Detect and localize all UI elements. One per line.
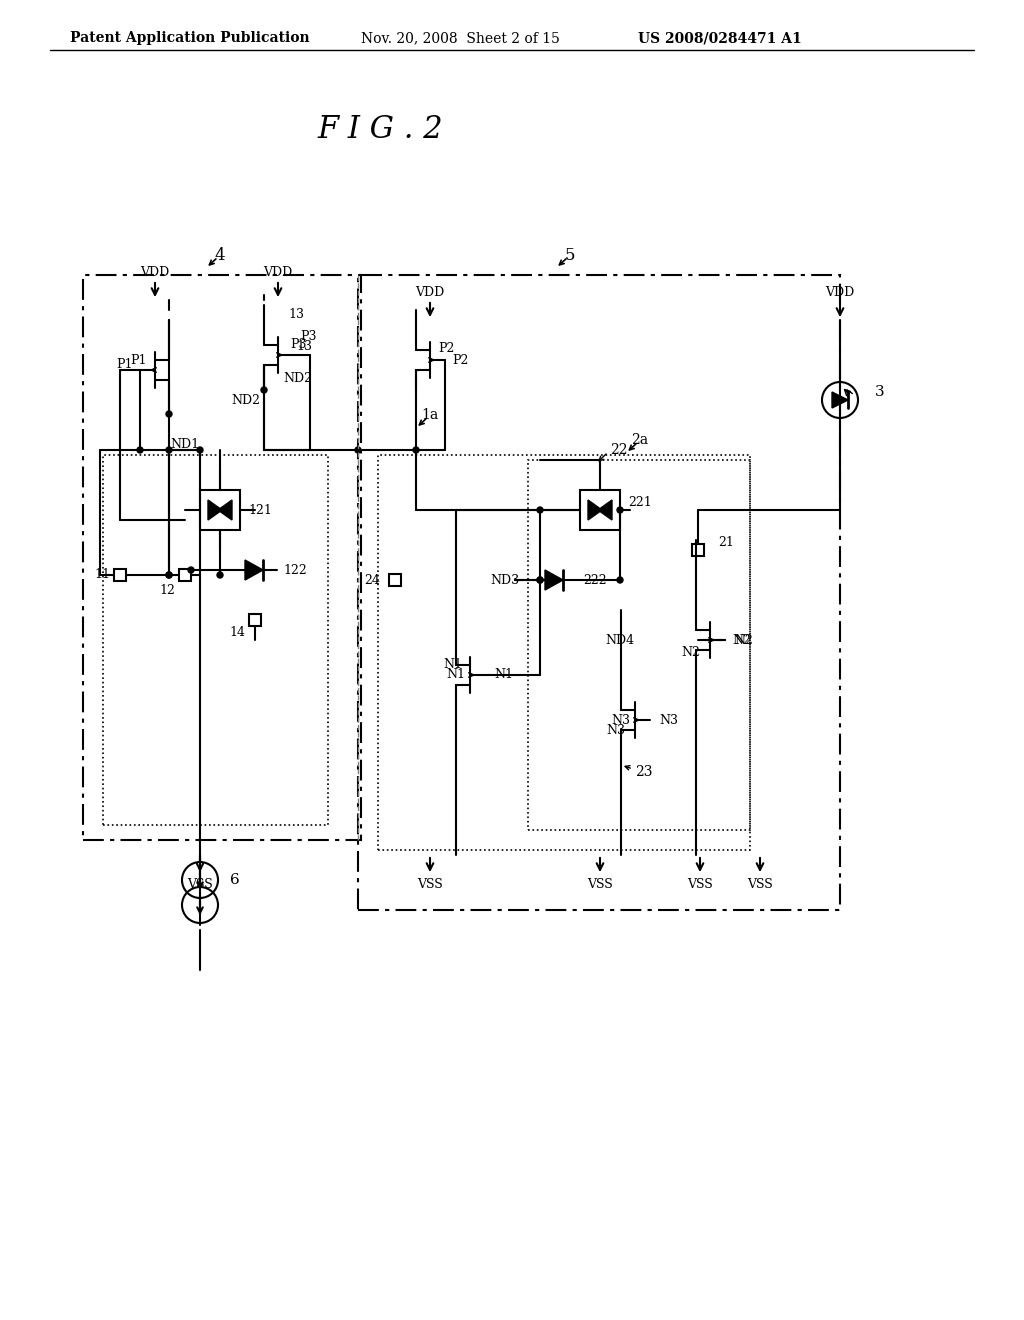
- Text: P1: P1: [130, 354, 147, 367]
- Polygon shape: [831, 392, 848, 408]
- Bar: [580, 490, 620, 531]
- Circle shape: [166, 572, 172, 578]
- Text: 21: 21: [718, 536, 734, 549]
- Text: 221: 221: [628, 495, 651, 508]
- Text: VSS: VSS: [687, 879, 713, 891]
- Text: P3: P3: [300, 330, 316, 343]
- Bar: [692, 544, 705, 556]
- Text: VSS: VSS: [187, 879, 213, 891]
- Circle shape: [217, 572, 223, 578]
- Text: 12: 12: [159, 583, 175, 597]
- Text: 122: 122: [283, 564, 307, 577]
- Bar: [114, 569, 126, 581]
- Bar: [249, 614, 261, 626]
- Text: 13: 13: [288, 309, 304, 322]
- Text: 121: 121: [248, 503, 272, 516]
- Circle shape: [617, 507, 623, 513]
- Text: VDD: VDD: [825, 285, 855, 298]
- Text: ND2: ND2: [231, 393, 260, 407]
- Text: ND2: ND2: [283, 371, 312, 384]
- Text: 23: 23: [635, 766, 652, 779]
- Text: N3: N3: [611, 714, 630, 726]
- Circle shape: [166, 572, 172, 578]
- Bar: [103, 455, 328, 825]
- Text: N3: N3: [659, 714, 678, 726]
- Circle shape: [197, 447, 203, 453]
- Text: N2: N2: [734, 634, 753, 647]
- Text: F I G . 2: F I G . 2: [317, 115, 442, 145]
- Text: 13: 13: [296, 341, 312, 354]
- Circle shape: [537, 577, 543, 583]
- Text: P2: P2: [452, 354, 468, 367]
- Text: 3: 3: [874, 385, 885, 399]
- Text: ND3: ND3: [490, 573, 519, 586]
- Polygon shape: [218, 500, 232, 520]
- Polygon shape: [245, 560, 263, 579]
- Text: VDD: VDD: [140, 265, 170, 279]
- Text: N2: N2: [732, 634, 751, 647]
- Polygon shape: [588, 500, 602, 520]
- Text: N1: N1: [494, 668, 513, 681]
- Text: P1: P1: [117, 359, 133, 371]
- Polygon shape: [545, 570, 563, 590]
- Text: ND1: ND1: [170, 438, 199, 451]
- Text: 222: 222: [583, 573, 606, 586]
- Bar: [83, 275, 361, 840]
- Circle shape: [166, 411, 172, 417]
- Text: P3: P3: [290, 338, 306, 351]
- Text: 2a: 2a: [632, 433, 648, 447]
- Polygon shape: [208, 500, 222, 520]
- Text: VSS: VSS: [587, 879, 613, 891]
- Circle shape: [413, 447, 419, 453]
- Text: 24: 24: [365, 573, 380, 586]
- Circle shape: [188, 568, 194, 573]
- Circle shape: [261, 387, 267, 393]
- Text: 11: 11: [94, 569, 110, 582]
- Text: VSS: VSS: [417, 879, 442, 891]
- Text: N1: N1: [446, 668, 465, 681]
- Text: VDD: VDD: [416, 285, 444, 298]
- Polygon shape: [598, 500, 612, 520]
- Text: VSS: VSS: [748, 879, 773, 891]
- Bar: [200, 490, 240, 531]
- Text: 22: 22: [610, 444, 628, 457]
- Bar: [179, 569, 191, 581]
- Circle shape: [617, 577, 623, 583]
- Text: VDD: VDD: [263, 265, 293, 279]
- Circle shape: [166, 447, 172, 453]
- Text: 4: 4: [215, 247, 225, 264]
- Text: N2: N2: [681, 645, 700, 659]
- Text: 14: 14: [229, 626, 245, 639]
- Circle shape: [355, 447, 361, 453]
- Text: Nov. 20, 2008  Sheet 2 of 15: Nov. 20, 2008 Sheet 2 of 15: [360, 30, 559, 45]
- Circle shape: [537, 577, 543, 583]
- Bar: [528, 459, 750, 830]
- Circle shape: [537, 507, 543, 513]
- Bar: [358, 275, 840, 909]
- Text: N1: N1: [443, 659, 462, 672]
- Text: 1a: 1a: [421, 408, 438, 422]
- Text: 5: 5: [565, 247, 575, 264]
- Text: ND4: ND4: [605, 634, 634, 647]
- Circle shape: [137, 447, 143, 453]
- Text: Patent Application Publication: Patent Application Publication: [71, 30, 310, 45]
- Text: 6: 6: [230, 873, 240, 887]
- Text: N3: N3: [606, 723, 625, 737]
- Text: US 2008/0284471 A1: US 2008/0284471 A1: [638, 30, 802, 45]
- Bar: [378, 455, 750, 850]
- Bar: [389, 574, 401, 586]
- Text: P2: P2: [438, 342, 455, 355]
